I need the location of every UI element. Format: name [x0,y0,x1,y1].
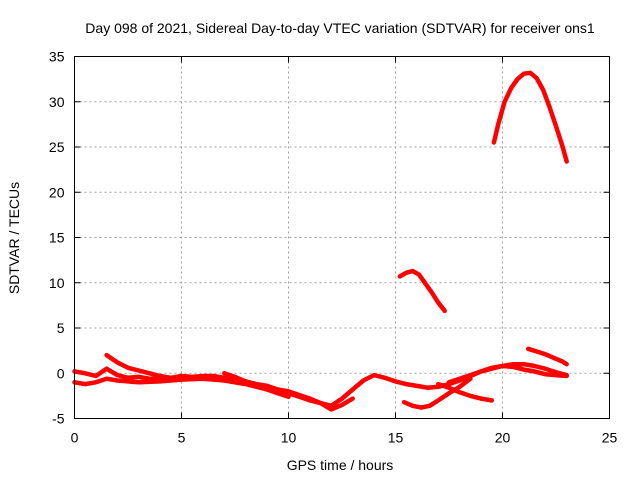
series-line-arc-9 [446,361,569,385]
series-line-arc-4 [222,371,291,400]
y-tick-labels: -5 0 5 10 15 20 25 30 35 [49,49,65,427]
y-tick-label: -5 [52,411,65,427]
x-tick-label: 10 [281,430,297,446]
series-line-arc-8 [436,381,495,403]
series-line-arc-11 [525,346,569,367]
y-tick-label: 35 [49,49,65,65]
y-tick-label: 0 [57,365,65,381]
data-series [72,70,569,412]
chart-title: Day 098 of 2021, Sidereal Day-to-day VTE… [85,20,595,36]
grid-lines [74,56,610,419]
x-tick-label: 20 [495,430,511,446]
x-tick-label: 15 [388,430,404,446]
y-tick-label: 30 [49,94,65,110]
plot-frame [74,56,610,419]
series-line-arc-5 [286,390,355,412]
x-axis-label: GPS time / hours [287,457,394,473]
series-line-arc-10 [491,70,569,164]
y-tick-label: 5 [57,320,65,336]
y-tick-label: 25 [49,139,65,155]
series-line-arc-2 [72,376,291,397]
series-line-arc-6 [397,268,447,314]
y-tick-label: 15 [49,230,65,246]
y-axis-label: SDTVAR / TECUs [6,182,22,294]
x-tick-label: 25 [602,430,618,446]
series-line-arc-3 [104,352,174,381]
x-tick-label: 0 [71,430,79,446]
series-line-arc-7 [401,376,473,410]
x-tick-labels: 0 5 10 15 20 25 [71,430,618,446]
y-tick-label: 20 [49,184,65,200]
x-tick-label: 5 [178,430,186,446]
y-tick-label: 10 [49,275,65,291]
